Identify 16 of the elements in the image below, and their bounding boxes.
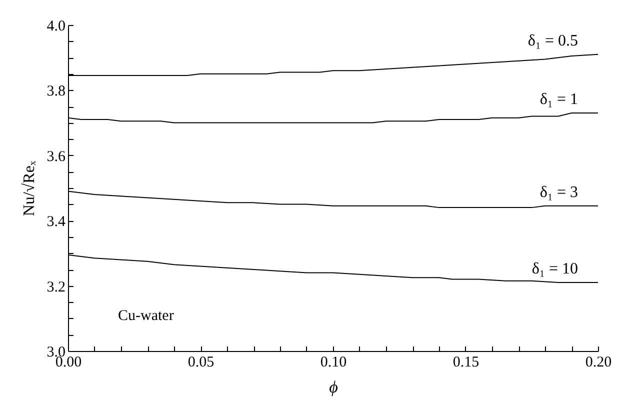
x-tick-label: 0.15 xyxy=(452,354,480,370)
x-tick-label: 0.20 xyxy=(585,354,612,370)
y-tick-label: 3.2 xyxy=(46,279,66,296)
series-label: δ₁ = 3 xyxy=(540,184,578,201)
series-label: δ₁ = 1 xyxy=(540,91,578,108)
x-axis-title: ϕ xyxy=(329,378,338,396)
y-tick-label: 3.8 xyxy=(46,84,66,100)
series-label: δ₁ = 0.5 xyxy=(528,32,578,50)
y-tick-label: 3.4 xyxy=(46,214,66,230)
y-axis-title: Nu/√Reₓ xyxy=(20,160,38,216)
y-tick-label: 3.6 xyxy=(46,148,66,165)
series-label: δ₁ = 10 xyxy=(532,260,578,278)
x-tick-label: 0.10 xyxy=(320,354,347,370)
annotation: Cu-water xyxy=(118,308,174,324)
x-tick-label: 0.05 xyxy=(188,354,214,370)
y-tick-label: 4.0 xyxy=(46,18,66,34)
